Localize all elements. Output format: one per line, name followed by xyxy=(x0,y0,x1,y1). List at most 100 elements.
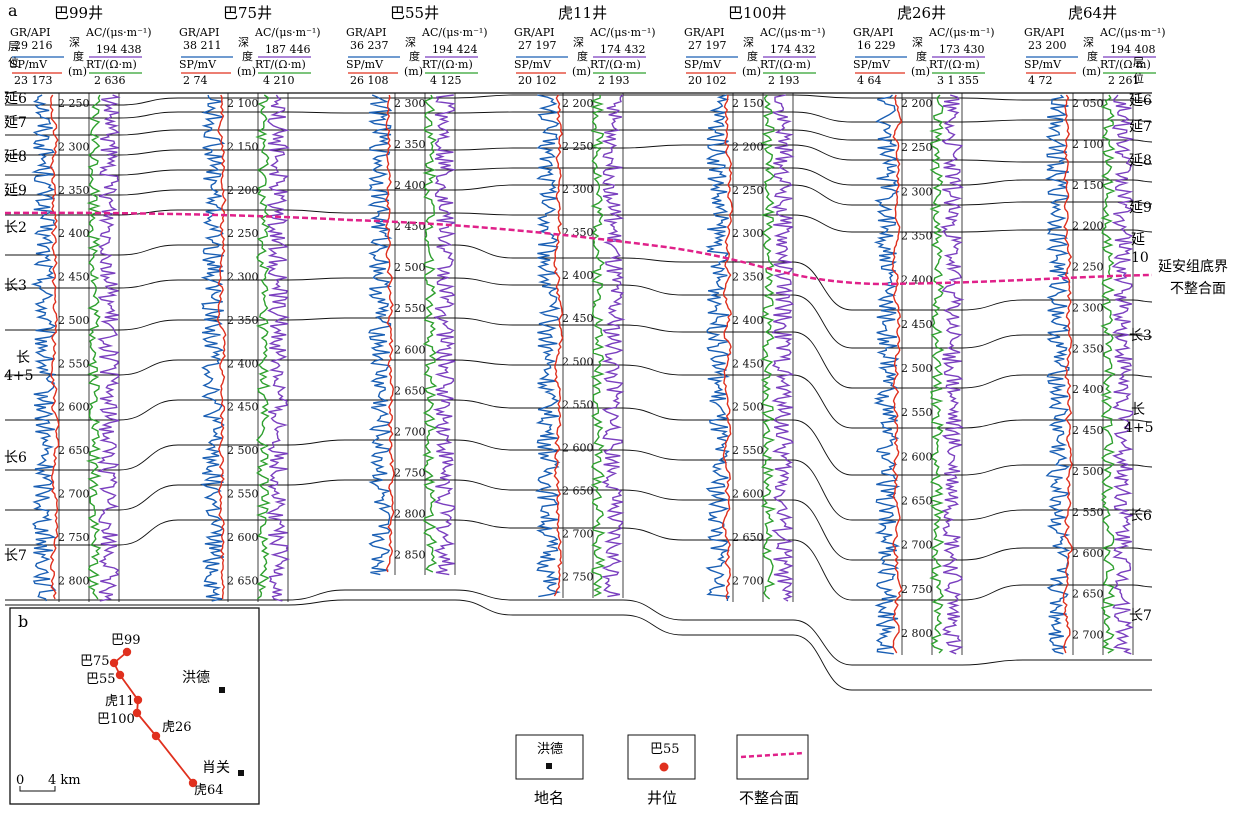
depth-tick: 2 300 xyxy=(901,185,933,198)
map-well-marker xyxy=(122,647,132,657)
depth-tick: 2 450 xyxy=(1072,424,1104,437)
legend-unconformity-caption: 不整合面 xyxy=(739,789,799,807)
layer-label-right: 长6 xyxy=(1129,508,1152,524)
rt-label: RT/(Ω·m) xyxy=(86,58,137,71)
ac-range: 173 430 xyxy=(939,43,985,56)
ac-curve xyxy=(1111,94,1135,655)
rt-label: RT/(Ω·m) xyxy=(929,58,980,71)
depth-tick: 2 300 xyxy=(562,183,594,196)
depth-tick: 2 600 xyxy=(1072,547,1104,560)
depth-label-1: 深 xyxy=(405,36,416,49)
layer-label-left: 4+5 xyxy=(4,368,34,384)
gr-label: GR/API xyxy=(179,26,219,39)
layer-label-left: 长2 xyxy=(4,220,27,236)
place-marker-xiaoguan xyxy=(238,770,244,776)
ac-label: AC/(μs·m⁻¹) xyxy=(759,26,826,39)
ac-range: 187 446 xyxy=(265,43,311,56)
depth-tick: 2 750 xyxy=(394,466,426,479)
gr-range: 36 237 xyxy=(350,39,389,52)
legend-well-box xyxy=(627,734,696,780)
place-label-hongde: 洪德 xyxy=(182,670,210,686)
layer-label-right: 4+5 xyxy=(1124,420,1154,436)
depth-unit: (m) xyxy=(911,65,930,78)
legend-place-box xyxy=(515,734,584,780)
depth-tick: 2 350 xyxy=(58,184,90,197)
layer-header-left-2: 位 xyxy=(8,55,19,69)
ac-curve xyxy=(96,94,121,602)
depth-tick: 2 300 xyxy=(732,227,764,240)
well-name: 巴99井 xyxy=(54,4,103,22)
depth-tick: 2 600 xyxy=(394,343,426,356)
layer-label-right: 长 xyxy=(1131,402,1145,418)
rt-range: 2 636 xyxy=(94,74,126,87)
rt-label: RT/(Ω·m) xyxy=(760,58,811,71)
depth-tick: 2 300 xyxy=(58,140,90,153)
well-name: 巴75井 xyxy=(223,4,272,22)
depth-tick: 2 300 xyxy=(394,97,426,110)
rt-label: RT/(Ω·m) xyxy=(422,58,473,71)
depth-tick: 2 750 xyxy=(562,570,594,583)
layer-label-left: 长 xyxy=(16,350,30,366)
gr-range: 27 197 xyxy=(688,39,727,52)
layer-header-left-1: 层 xyxy=(8,40,19,53)
layer-label-right: 长3 xyxy=(1129,328,1152,344)
layer-header-right-1: 层 xyxy=(1133,56,1144,69)
depth-tick: 2 200 xyxy=(227,184,259,197)
depth-tick: 2 100 xyxy=(1072,138,1104,151)
gr-curve xyxy=(367,94,393,576)
depth-tick: 2 750 xyxy=(58,531,90,544)
depth-label-1: 深 xyxy=(912,36,923,49)
sp-curve xyxy=(216,94,227,600)
depth-tick: 2 700 xyxy=(901,539,933,552)
depth-tick: 2 350 xyxy=(562,226,594,239)
rt-range: 4 210 xyxy=(263,74,295,87)
depth-tick: 2 200 xyxy=(901,97,933,110)
depth-label-2: 度 xyxy=(73,49,84,63)
rt-curve xyxy=(422,94,438,573)
sp-curve xyxy=(49,94,60,600)
sp-range: 23 173 xyxy=(14,74,53,87)
depth-tick: 2 500 xyxy=(901,362,933,375)
rt-curve xyxy=(85,94,102,600)
depth-tick: 2 750 xyxy=(901,583,933,596)
ac-label: AC/(μs·m⁻¹) xyxy=(85,26,152,39)
ac-curve xyxy=(265,94,290,602)
depth-tick: 2 450 xyxy=(58,271,90,284)
rt-curve xyxy=(1100,94,1116,654)
depth-label-2: 度 xyxy=(577,49,588,63)
layer-label-right: 延8 xyxy=(1129,153,1152,169)
ac-range: 174 432 xyxy=(600,43,646,56)
depth-tick: 2 500 xyxy=(227,444,259,457)
depth-tick: 2 650 xyxy=(58,444,90,457)
rt-label: RT/(Ω·m) xyxy=(590,58,641,71)
panel-label-b: b xyxy=(18,612,28,631)
map-well-label: 巴100 xyxy=(97,712,135,727)
correlation-line xyxy=(5,589,1152,666)
correlation-line xyxy=(5,317,1153,389)
depth-tick: 2 700 xyxy=(394,425,426,438)
map-well-label: 虎26 xyxy=(162,720,192,735)
map-well-marker xyxy=(109,658,119,668)
depth-tick: 2 400 xyxy=(58,227,90,240)
depth-tick: 2 250 xyxy=(1072,261,1104,274)
depth-tick: 2 300 xyxy=(1072,301,1104,314)
rt-range: 4 125 xyxy=(430,74,462,87)
depth-tick: 2 700 xyxy=(58,488,90,501)
depth-tick: 2 550 xyxy=(562,398,594,411)
legend-well-text: 巴55 xyxy=(650,742,680,757)
depth-label-1: 深 xyxy=(238,36,249,49)
depth-tick: 2 500 xyxy=(394,261,426,274)
depth-tick: 2 350 xyxy=(732,271,764,284)
depth-tick: 2 450 xyxy=(227,401,259,414)
layer-header-right-2: 位 xyxy=(1133,71,1144,85)
depth-tick: 2 600 xyxy=(58,401,90,414)
depth-tick: 2 350 xyxy=(394,138,426,151)
well-name: 虎11井 xyxy=(558,4,607,22)
layer-label-left: 延7 xyxy=(4,115,27,131)
depth-tick: 2 650 xyxy=(394,384,426,397)
